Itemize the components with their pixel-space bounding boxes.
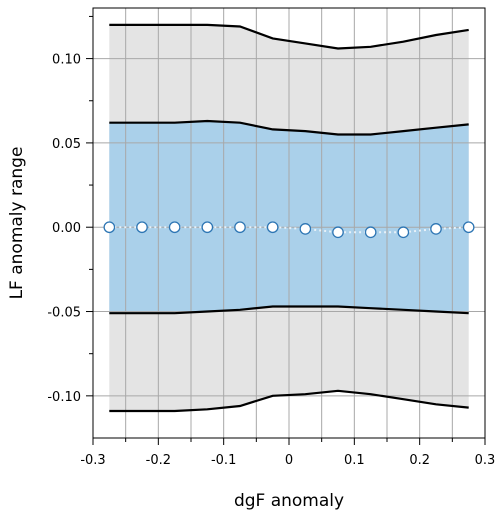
inner-lower-line [109,305,469,315]
x-tick-label: -0.3 [80,453,105,468]
y-tick-label: -0.10 [47,390,81,405]
data-point [266,221,279,234]
x-tick-label: 0.1 [344,453,365,468]
y-axis: -0.10 -0.05 0.00 0.05 0.10 [47,15,93,405]
x-tick-label: 0.3 [475,453,496,468]
data-point [397,226,410,239]
data-point [332,226,344,239]
data-point [462,221,475,234]
outer-upper-line [109,23,469,50]
x-tick-label: -0.2 [146,453,171,468]
inner-upper-line [109,119,469,136]
markers-layer [103,221,475,239]
y-axis-label: LF anomaly range [7,147,27,300]
band-edges-layer [109,23,469,413]
data-point [364,226,377,239]
grid-layer [93,8,485,438]
data-point [168,221,181,234]
y-tick-label: 0.00 [52,221,81,236]
outer-lower-line [109,389,469,413]
x-tick-label: 0.2 [409,453,430,468]
x-axis: -0.3 -0.2 -0.1 0 0.1 0.2 0.3 [80,438,495,468]
x-tick-label: 0 [285,453,293,468]
y-tick-label: 0.10 [52,53,81,68]
data-point [430,223,442,235]
data-point [201,221,214,234]
x-tick-label: -0.1 [211,453,236,468]
x-axis-label: dgF anomaly [234,491,344,511]
data-point [103,221,116,234]
data-point [299,223,312,235]
y-tick-label: -0.05 [47,306,81,321]
data-point [234,221,246,234]
data-point [136,221,148,234]
y-tick-label: 0.05 [52,137,81,152]
